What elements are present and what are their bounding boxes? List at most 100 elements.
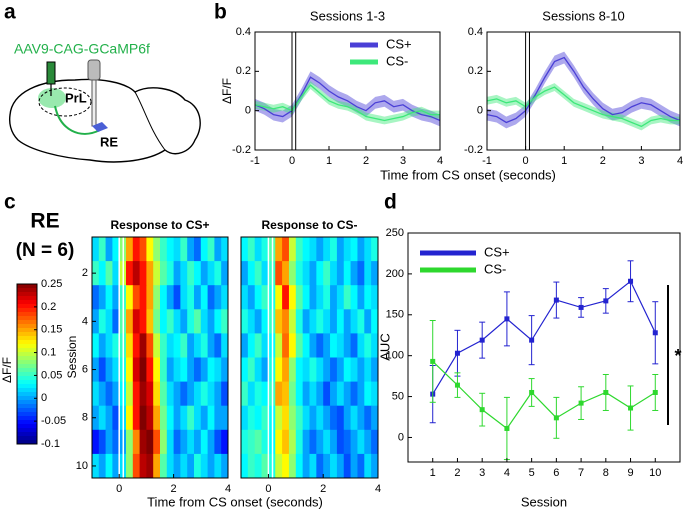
heatmap-cell xyxy=(350,333,358,358)
heatmap-cell xyxy=(330,309,338,334)
x-tick-label: 3 xyxy=(400,155,406,167)
series-line xyxy=(432,280,656,395)
heatmap-cell xyxy=(132,405,140,431)
heatmap-cell xyxy=(180,309,188,334)
heatmap-cell xyxy=(105,309,113,334)
x-tick-label: -1 xyxy=(482,155,492,167)
y-tick-label: 100 xyxy=(386,350,404,362)
colorbar-slice xyxy=(17,440,37,445)
heatmap-cell xyxy=(261,309,269,334)
heatmap-cell xyxy=(350,309,358,334)
heatmap-cell xyxy=(288,285,297,310)
heatmap-cell xyxy=(357,261,365,286)
heatmap-cell xyxy=(105,333,113,358)
colorbar-slice xyxy=(17,320,37,325)
colorbar-slice xyxy=(17,292,37,297)
heatmap-cell xyxy=(207,381,215,407)
plot-frame xyxy=(407,232,681,463)
syringe xyxy=(46,61,56,85)
y-tick-label: 4 xyxy=(82,315,88,327)
series-line xyxy=(254,76,441,122)
heatmap-cell xyxy=(261,285,269,310)
heatmap-cell xyxy=(126,309,134,334)
colorbar-slice xyxy=(17,376,37,381)
heatmap-cell xyxy=(98,309,106,334)
heatmap-cell xyxy=(247,285,256,310)
colorbar-tick-label: 0.25 xyxy=(41,278,62,290)
series-line xyxy=(254,84,440,122)
heatmap-cell xyxy=(343,429,351,455)
heatmap-cell xyxy=(371,261,379,286)
heatmap-cell xyxy=(153,261,161,286)
heatmap-cell xyxy=(330,237,338,262)
heatmap-cell xyxy=(98,381,106,407)
x-tick-label: 0 xyxy=(116,483,122,495)
heatmap-cell xyxy=(350,381,358,407)
heatmap-cell xyxy=(309,405,317,431)
heatmap-cell xyxy=(187,333,195,358)
heatmap-cell xyxy=(316,381,324,407)
heatmap-cell xyxy=(357,453,365,479)
error-band xyxy=(255,71,440,127)
heatmap-cell xyxy=(146,357,154,382)
heatmap-cell xyxy=(173,285,181,310)
y-tick-label: 6 xyxy=(82,363,88,375)
heatmap-cell xyxy=(139,309,147,334)
panel-label: a xyxy=(4,1,16,24)
colorbar-slice xyxy=(17,428,37,433)
colorbar-slice xyxy=(17,364,37,369)
heatmap-cell xyxy=(166,237,174,262)
heatmap-cell xyxy=(166,285,174,310)
heatmap-cell xyxy=(343,261,351,286)
legend-label: CS- xyxy=(386,53,408,68)
heatmap-cell xyxy=(173,381,181,407)
heatmap-cell xyxy=(371,309,379,334)
heatmap-cell xyxy=(105,381,113,407)
heatmap-cell xyxy=(146,285,154,310)
heatmap-cell xyxy=(371,333,379,358)
heatmap-cell xyxy=(371,381,379,407)
heatmap-cell xyxy=(295,237,304,262)
heatmap-cell xyxy=(336,285,345,310)
heatmap-cell xyxy=(302,261,310,286)
heatmap-cell xyxy=(261,333,269,358)
heatmap-cell xyxy=(173,333,181,358)
subplot-title: Response to CS+ xyxy=(110,218,209,232)
colorbar-label: ΔF/F xyxy=(0,357,14,383)
heatmap-cell xyxy=(214,405,222,431)
heatmap-cell xyxy=(295,309,304,334)
heatmap-cell xyxy=(200,381,208,407)
heatmap-cell xyxy=(92,333,100,358)
colorbar-tick-label: 0.05 xyxy=(41,369,62,381)
heatmap-cell xyxy=(330,357,338,382)
heatmap-cell xyxy=(160,285,168,310)
heatmap-cell xyxy=(173,405,181,431)
heatmap-cell xyxy=(295,405,304,431)
heatmap-cell xyxy=(200,237,208,262)
colorbar-slice xyxy=(17,336,37,341)
x-tick-label: 9 xyxy=(627,467,633,479)
data-point xyxy=(504,316,510,322)
y-axis-label: Session xyxy=(65,336,79,379)
heatmap-cell xyxy=(173,309,181,334)
heatmap-cell xyxy=(309,333,317,358)
heatmap-cell xyxy=(241,237,249,262)
heatmap-cell xyxy=(146,261,154,286)
heatmap-cell xyxy=(316,261,324,286)
heatmap-cell xyxy=(112,357,120,382)
data-point xyxy=(628,405,634,411)
colorbar-slice xyxy=(17,432,37,437)
heatmap-cell xyxy=(173,237,181,262)
heatmap-cell xyxy=(160,453,168,479)
x-tick-label: 4 xyxy=(437,155,443,167)
heatmap-cell xyxy=(357,309,365,334)
heatmap-cell xyxy=(364,333,372,358)
heatmap-cell xyxy=(166,453,174,479)
heatmap-cell xyxy=(330,453,338,479)
heatmap-cell xyxy=(98,333,106,358)
series-line xyxy=(486,86,680,128)
heatmap-cell xyxy=(316,405,324,431)
heatmap-cell xyxy=(330,405,338,431)
heatmap-cell xyxy=(295,429,304,455)
optic-fiber xyxy=(91,79,97,127)
